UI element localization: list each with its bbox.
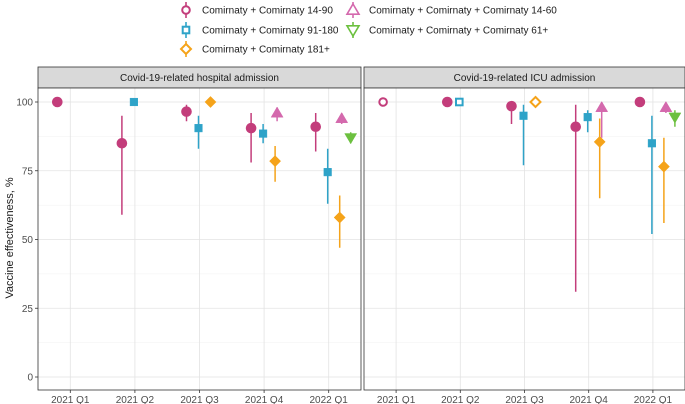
data-point (593, 118, 606, 199)
data-point (647, 115, 656, 234)
point-marker (593, 135, 606, 148)
point-marker (194, 124, 203, 133)
legend-label: Comirnaty + Comirnaty 181+ (202, 45, 330, 56)
x-tick-label: 2021 Q3 (505, 395, 544, 404)
data-point (378, 97, 388, 107)
point-marker (129, 97, 138, 107)
data-point (204, 96, 217, 108)
legend-entry: Comirnaty + Comirnaty 14-90 (181, 2, 333, 18)
data-point (668, 110, 682, 127)
legend-entry: Comirnaty + Comirnaty 181+ (179, 41, 330, 57)
point-marker (269, 155, 282, 168)
x-tick-label: 2021 Q2 (116, 395, 155, 404)
legend-key-marker (181, 25, 191, 35)
point-marker (659, 101, 673, 112)
data-point (259, 124, 268, 144)
point-marker (52, 96, 63, 108)
point-marker (245, 122, 257, 134)
point-marker (442, 96, 453, 108)
data-point (506, 100, 517, 124)
panel: Covid-19-related hospital admission 0 25 50… (16, 66, 362, 404)
legend-label: Comirnaty + Comirnaty + Comirnaty 14-60 (369, 6, 557, 17)
point-marker (116, 137, 128, 149)
data-point (659, 101, 673, 113)
legend-label: Comirnaty + Comirnaty 91-180 (202, 26, 339, 37)
data-point (116, 115, 128, 215)
point-marker (595, 101, 609, 112)
point-marker (204, 96, 217, 108)
data-point (181, 104, 192, 122)
data-point (194, 115, 203, 149)
data-point (52, 96, 63, 108)
data-point (442, 96, 453, 108)
point-marker (668, 112, 682, 124)
point-marker (335, 112, 349, 123)
point-marker (647, 139, 656, 148)
legend-label: Comirnaty + Comirnaty + Comirnaty 61+ (369, 26, 548, 37)
point-marker (378, 97, 388, 107)
data-point (595, 101, 609, 138)
legend-label: Comirnaty + Comirnaty 14-90 (202, 6, 333, 17)
point-marker (583, 113, 592, 122)
legend-entry: Comirnaty + Comirnaty 91-180 (181, 22, 339, 38)
x-tick-label: 2021 Q4 (245, 395, 284, 404)
x-tick-label: 2021 Q1 (51, 395, 90, 404)
point-marker (333, 211, 346, 224)
x-tick-label: 2021 Q2 (441, 395, 480, 404)
y-tick-label: 0 (27, 373, 33, 384)
data-point (323, 148, 332, 204)
point-marker (323, 168, 332, 177)
data-point (529, 95, 542, 109)
data-point (519, 104, 528, 166)
y-tick-label: 100 (16, 98, 33, 109)
point-marker (657, 160, 670, 173)
data-point (344, 132, 358, 145)
legend-key-marker (345, 24, 361, 38)
data-point (129, 97, 138, 107)
data-point (269, 146, 282, 182)
point-marker (344, 133, 358, 145)
x-tick-label: 2021 Q4 (570, 395, 609, 404)
point-marker (529, 95, 542, 109)
data-point (455, 97, 464, 107)
legend-key-marker (179, 42, 193, 56)
panel-title: Covid-19-related hospital admission (120, 73, 279, 84)
point-marker (634, 96, 646, 108)
point-marker (506, 100, 517, 112)
x-tick-label: 2021 Q1 (377, 395, 416, 404)
y-tick-label: 25 (22, 304, 34, 315)
data-point (570, 104, 582, 292)
y-axis-label: Vaccine effectiveness, % (4, 177, 16, 298)
panel-title: Covid-19-related ICU admission (454, 73, 596, 84)
legend: Comirnaty + Comirnaty 14-90 Comirnaty + C… (179, 2, 557, 57)
point-marker (455, 97, 464, 107)
data-point (634, 96, 646, 108)
x-tick-label: 2022 Q1 (310, 395, 349, 404)
data-point (583, 110, 592, 133)
point-marker (181, 106, 192, 117)
y-tick-label: 75 (22, 166, 34, 177)
data-point (310, 113, 322, 152)
data-point (333, 195, 346, 248)
y-tick-label: 50 (22, 235, 34, 246)
point-marker (259, 129, 268, 138)
x-tick-label: 2022 Q1 (634, 395, 673, 404)
data-point (335, 112, 349, 124)
legend-entry: Comirnaty + Comirnaty + Comirnaty 61+ (345, 22, 548, 38)
legend-entry: Comirnaty + Comirnaty + Comirnaty 14-60 (345, 2, 557, 18)
point-marker (310, 121, 322, 133)
panel: Covid-19-related ICU admission 2021 Q1 202… (363, 66, 685, 404)
data-point (657, 137, 670, 223)
data-point (245, 113, 257, 163)
legend-key-marker (345, 2, 361, 15)
panels: Covid-19-related hospital admission 0 25 50… (16, 66, 685, 404)
point-marker (570, 121, 582, 133)
legend-key-marker (181, 5, 191, 15)
point-marker (270, 106, 284, 118)
x-tick-label: 2021 Q3 (180, 395, 219, 404)
point-marker (519, 111, 528, 120)
data-point (270, 106, 284, 122)
